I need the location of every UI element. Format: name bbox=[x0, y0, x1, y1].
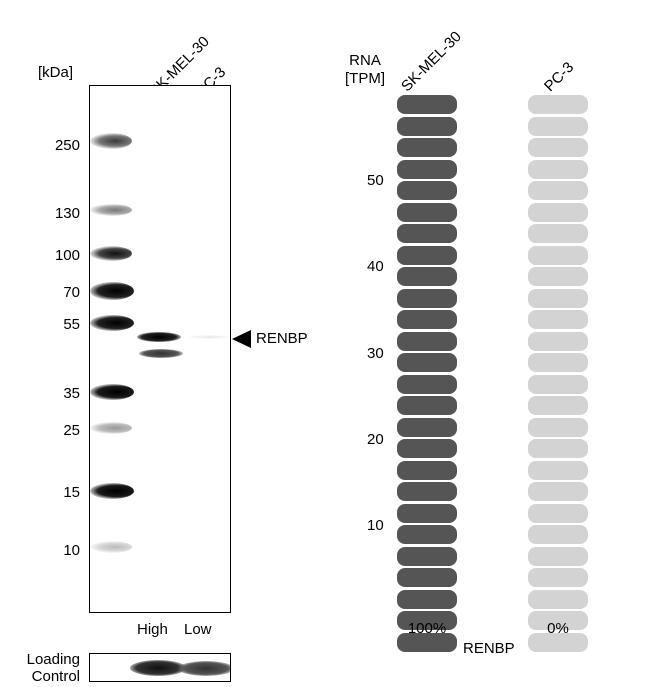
rna-tick-10: 10 bbox=[367, 517, 384, 534]
loading-control-label: Loading Control bbox=[16, 651, 80, 685]
rna-bar-segment bbox=[528, 632, 588, 652]
marker-10: 10 bbox=[63, 542, 80, 559]
rna-bar-segment bbox=[397, 546, 457, 566]
rna-tick-50: 50 bbox=[367, 172, 384, 189]
rna-bar-segment bbox=[528, 546, 588, 566]
rna-bar-segment bbox=[397, 374, 457, 394]
ladder-band-130 bbox=[90, 204, 132, 216]
rna-percent-sk-mel-30: 100% bbox=[407, 620, 447, 637]
rna-bar-segment bbox=[528, 374, 588, 394]
rna-bar-segment bbox=[397, 95, 457, 114]
rna-bar-segment bbox=[528, 353, 588, 372]
rna-axis-label-line1: RNA bbox=[349, 52, 381, 69]
rna-bar-segment bbox=[528, 503, 588, 523]
rna-bar-segment bbox=[397, 396, 457, 415]
rna-bar-segment bbox=[528, 181, 588, 200]
sample-band-pc-3 bbox=[188, 335, 230, 339]
marker-130: 130 bbox=[54, 205, 80, 222]
rna-bar-segment bbox=[528, 224, 588, 243]
western-blot-membrane bbox=[89, 85, 231, 613]
rna-tick-40: 40 bbox=[367, 258, 384, 275]
marker-70: 70 bbox=[63, 284, 80, 301]
marker-25: 25 bbox=[63, 422, 80, 439]
rna-bar-segment bbox=[397, 267, 457, 286]
sample-band-upper bbox=[137, 332, 181, 342]
rna-tick-labels: 50 40 30 20 10 bbox=[367, 0, 384, 687]
rna-bar-segment bbox=[397, 245, 457, 265]
loading-band-lane-2 bbox=[178, 661, 230, 676]
rna-bar-segment bbox=[397, 525, 457, 544]
ladder-band-55 bbox=[90, 315, 134, 331]
target-arrow-icon bbox=[232, 330, 251, 348]
rna-bar-segment bbox=[528, 525, 588, 544]
ladder-band-100 bbox=[90, 246, 132, 261]
rna-bar-segment bbox=[528, 202, 588, 222]
rna-tick-20: 20 bbox=[367, 431, 384, 448]
rna-bar-segment bbox=[528, 159, 588, 179]
unit-label: [kDa] bbox=[38, 64, 74, 81]
rna-bar-segment bbox=[528, 138, 588, 157]
rna-bar-segment bbox=[528, 245, 588, 265]
expression-low: Low bbox=[184, 621, 212, 638]
rna-bar-segment bbox=[397, 331, 457, 351]
rna-bar-segment bbox=[397, 482, 457, 501]
rna-bar-segment bbox=[397, 632, 457, 652]
rna-bar-segment bbox=[397, 503, 457, 523]
marker-250: 250 bbox=[54, 137, 80, 154]
loading-control-line1: Loading bbox=[26, 651, 80, 668]
rna-bar-segment bbox=[528, 611, 588, 630]
rna-axis-label: RNA [TPM] bbox=[339, 52, 391, 88]
rna-tick-30: 30 bbox=[367, 345, 384, 362]
rna-bar-segment bbox=[397, 611, 457, 630]
rna-bar-segment bbox=[397, 138, 457, 157]
rna-bar-segment bbox=[528, 482, 588, 501]
target-label: RENBP bbox=[256, 330, 308, 347]
rna-bar-segment bbox=[397, 224, 457, 243]
rna-bar-segment bbox=[528, 396, 588, 415]
rna-bar-segment bbox=[397, 202, 457, 222]
rna-bar-segment bbox=[528, 460, 588, 480]
rna-bar-segment bbox=[528, 331, 588, 351]
loading-control-membrane bbox=[89, 653, 231, 682]
rna-bar-segment bbox=[397, 288, 457, 308]
rna-bar-segment bbox=[528, 288, 588, 308]
ladder-band-15 bbox=[90, 483, 134, 499]
rna-gene-label: RENBP bbox=[463, 640, 515, 657]
rna-bar-segment bbox=[528, 417, 588, 437]
rna-bar-segment bbox=[397, 310, 457, 329]
rna-bar-segment bbox=[528, 568, 588, 587]
rna-bar-segment bbox=[397, 417, 457, 437]
rna-bar-segment bbox=[528, 439, 588, 458]
ladder-band-35 bbox=[90, 384, 134, 400]
rna-bar-segment bbox=[528, 116, 588, 136]
rna-percent-pc-3: 0% bbox=[547, 620, 569, 637]
ladder-band-10 bbox=[90, 541, 132, 553]
ladder-band-70 bbox=[90, 282, 134, 300]
marker-15: 15 bbox=[63, 484, 80, 501]
rna-bar-segment bbox=[528, 95, 588, 114]
rna-bar-segment bbox=[397, 460, 457, 480]
ladder-band-250 bbox=[90, 133, 132, 149]
rna-bar-segment bbox=[397, 353, 457, 372]
rna-bar-segment bbox=[397, 439, 457, 458]
rna-bar-segment bbox=[528, 310, 588, 329]
marker-35: 35 bbox=[63, 385, 80, 402]
marker-100: 100 bbox=[54, 247, 80, 264]
ladder-band-25 bbox=[90, 422, 132, 434]
loading-band-lane-1 bbox=[130, 660, 186, 676]
rna-column-sk-mel-30 bbox=[397, 0, 457, 687]
loading-control-line2: Control bbox=[31, 668, 80, 685]
rna-bar-segment bbox=[397, 159, 457, 179]
rna-bar-segment bbox=[528, 589, 588, 609]
sample-band-lower bbox=[139, 349, 183, 358]
rna-bar-segment bbox=[397, 181, 457, 200]
rna-column-pc-3 bbox=[528, 0, 588, 687]
rna-bar-segment bbox=[397, 589, 457, 609]
marker-55: 55 bbox=[63, 316, 80, 333]
expression-high: High bbox=[137, 621, 168, 638]
rna-axis-label-line2: [TPM] bbox=[345, 70, 385, 87]
rna-bar-segment bbox=[397, 116, 457, 136]
rna-bar-segment bbox=[528, 267, 588, 286]
rna-bar-segment bbox=[397, 568, 457, 587]
